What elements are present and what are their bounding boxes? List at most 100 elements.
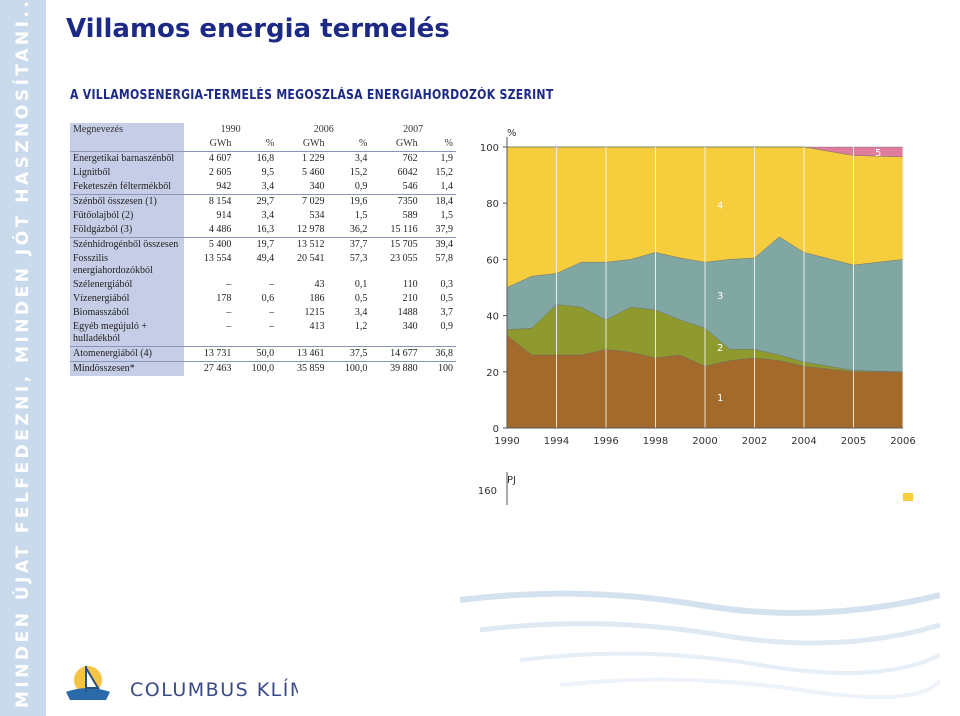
table-cell: 4 607 (184, 151, 235, 166)
table-cell: 37,5 (327, 346, 371, 362)
table-cell: Atomenergiából (4) (70, 346, 184, 362)
table-row: Fosszilis energiahordozókból 13 554 49,4 20… (70, 252, 456, 278)
table-row: Vízenergiából 178 0,6 186 0,5 210 0,5 (70, 292, 456, 306)
table-cell: Szénhidrogénből összesen (70, 237, 184, 252)
table-cell: 13 461 (277, 346, 328, 362)
x-tick-label: 2004 (791, 436, 816, 447)
table-cell: Lignitből (70, 166, 184, 180)
table-cell: Biomasszából (70, 306, 184, 320)
table-cell: % (444, 138, 453, 149)
table-cell: 3,4 (261, 181, 275, 192)
pj-legend-swatch (903, 493, 913, 501)
table-cell: 762 (370, 151, 421, 166)
table-cell: 1,5 (354, 210, 368, 221)
series-label: 5 (875, 148, 881, 159)
table-cell: 9,5 (261, 167, 275, 178)
table-cell: 186 (309, 293, 325, 304)
table-cell: 57,8 (435, 253, 454, 264)
table-cell: 100,0 (234, 361, 278, 376)
table-cell: 110 (403, 279, 418, 290)
table-cell: – (269, 307, 275, 318)
table-row: Atomenergiából (4) 13 731 50,0 13 461 37,5 14… (70, 346, 456, 362)
table-cell: 43 (314, 279, 325, 290)
table-cell: 6042 (397, 167, 418, 178)
table-cell: 0,9 (440, 321, 454, 332)
y-tick-label: 40 (486, 312, 499, 323)
table-cell: 27 463 (184, 361, 235, 376)
table-cell: Szélenergiából (70, 278, 184, 292)
table-row: Fűtőolajból (2) 914 3,4 534 1,5 589 1,5 (70, 209, 456, 223)
y-tick-label: 100 (480, 143, 499, 154)
table-cell: 39,4 (420, 237, 456, 252)
table-row: Biomasszából – – 1215 3,4 1488 3,7 (70, 306, 456, 320)
table-cell: 15 116 (390, 224, 418, 235)
table-cell: 13 554 (203, 253, 232, 264)
table-cell: 100,0 (327, 361, 371, 376)
table-cell: 15,2 (349, 167, 368, 178)
series-label: 4 (717, 201, 723, 212)
logo: COLUMBUS KLÍMA (66, 666, 298, 701)
table-cell: – (226, 307, 232, 318)
chart-subtitle: A VILLAMOSENERGIA-TERMELÉS MEGOSZLÁSA EN… (70, 88, 554, 103)
table-cell: 35 859 (277, 361, 328, 376)
x-tick-label: 2006 (890, 436, 915, 447)
table-cell: 2 605 (208, 167, 232, 178)
table-cell: 2006 (313, 124, 334, 135)
table-cell: 340 (402, 321, 418, 332)
table-row: Egyéb megújuló + hulladékból – – 413 1,2 340 0… (70, 320, 456, 347)
slide-title: Villamos energia termelés (66, 14, 450, 44)
table-cell: 13 731 (184, 346, 235, 362)
table-cell: 23 055 (390, 253, 418, 264)
y-tick-label: 20 (486, 368, 499, 379)
table-cell: 340 (309, 181, 325, 192)
table-row: GWh% GWh% GWh% (70, 137, 456, 152)
table-cell: GWh (302, 138, 325, 149)
table-cell: 15,2 (435, 167, 454, 178)
table-cell: 1,9 (420, 151, 456, 166)
table-cell: 1215 (304, 307, 325, 318)
table-cell: Földgázból (3) (70, 223, 184, 238)
table-cell: % (265, 138, 275, 149)
x-tick-label: 1996 (593, 436, 618, 447)
table-cell: 0,6 (261, 293, 275, 304)
table-cell: Fosszilis energiahordozókból (70, 252, 184, 278)
pj-tick-label: 160 (478, 486, 497, 497)
table-cell: Energetikai barnaszénből (70, 151, 184, 166)
table-row: Földgázból (3) 4 486 16,3 12 978 36,2 15 116 3… (70, 223, 456, 238)
data-table: Megnevezés 1990 2006 2007 GWh% GWh% GWh% Energe… (70, 123, 456, 376)
table-cell: 0,1 (354, 279, 368, 290)
table-row: Energetikai barnaszénből 4 607 16,8 1 229 3,… (70, 151, 456, 166)
table-row: Szénhidrogénből összesen 5 400 19,7 13 512 3… (70, 237, 456, 252)
table-cell: – (269, 321, 275, 332)
table-cell: 5 400 (184, 237, 235, 252)
table-cell: 16,8 (234, 151, 278, 166)
table-cell: 1488 (397, 307, 418, 318)
table-cell: Megnevezés (70, 123, 184, 137)
x-tick-label: 2000 (692, 436, 717, 447)
table-cell: 13 512 (277, 237, 328, 252)
x-tick-label: 1994 (544, 436, 569, 447)
table-cell: 589 (402, 210, 418, 221)
table-cell: GWh (209, 138, 232, 149)
table-cell: 15 705 (370, 237, 421, 252)
table-cell: 2007 (403, 124, 424, 135)
table-cell: 3,7 (440, 307, 454, 318)
table-cell: 0,5 (440, 293, 454, 304)
table-cell: 178 (216, 293, 232, 304)
table-cell: 5 460 (301, 167, 325, 178)
table-cell: 7350 (370, 194, 421, 209)
table-cell: 546 (402, 181, 418, 192)
x-tick-label: 1990 (494, 436, 519, 447)
y-axis-label: % (507, 128, 517, 139)
table-cell: GWh (395, 138, 418, 149)
table-cell: Egyéb megújuló + hulladékból (70, 320, 184, 347)
table-cell: 50,0 (234, 346, 278, 362)
x-tick-label: 1998 (643, 436, 668, 447)
table-cell: 534 (309, 210, 325, 221)
table-cell: Szénből összesen (1) (70, 194, 184, 209)
table-row: Mindösszesen* 27 463 100,0 35 859 100,0 39 88… (70, 361, 456, 376)
table-cell: Vízenergiából (70, 292, 184, 306)
table-cell: 29,7 (234, 194, 278, 209)
